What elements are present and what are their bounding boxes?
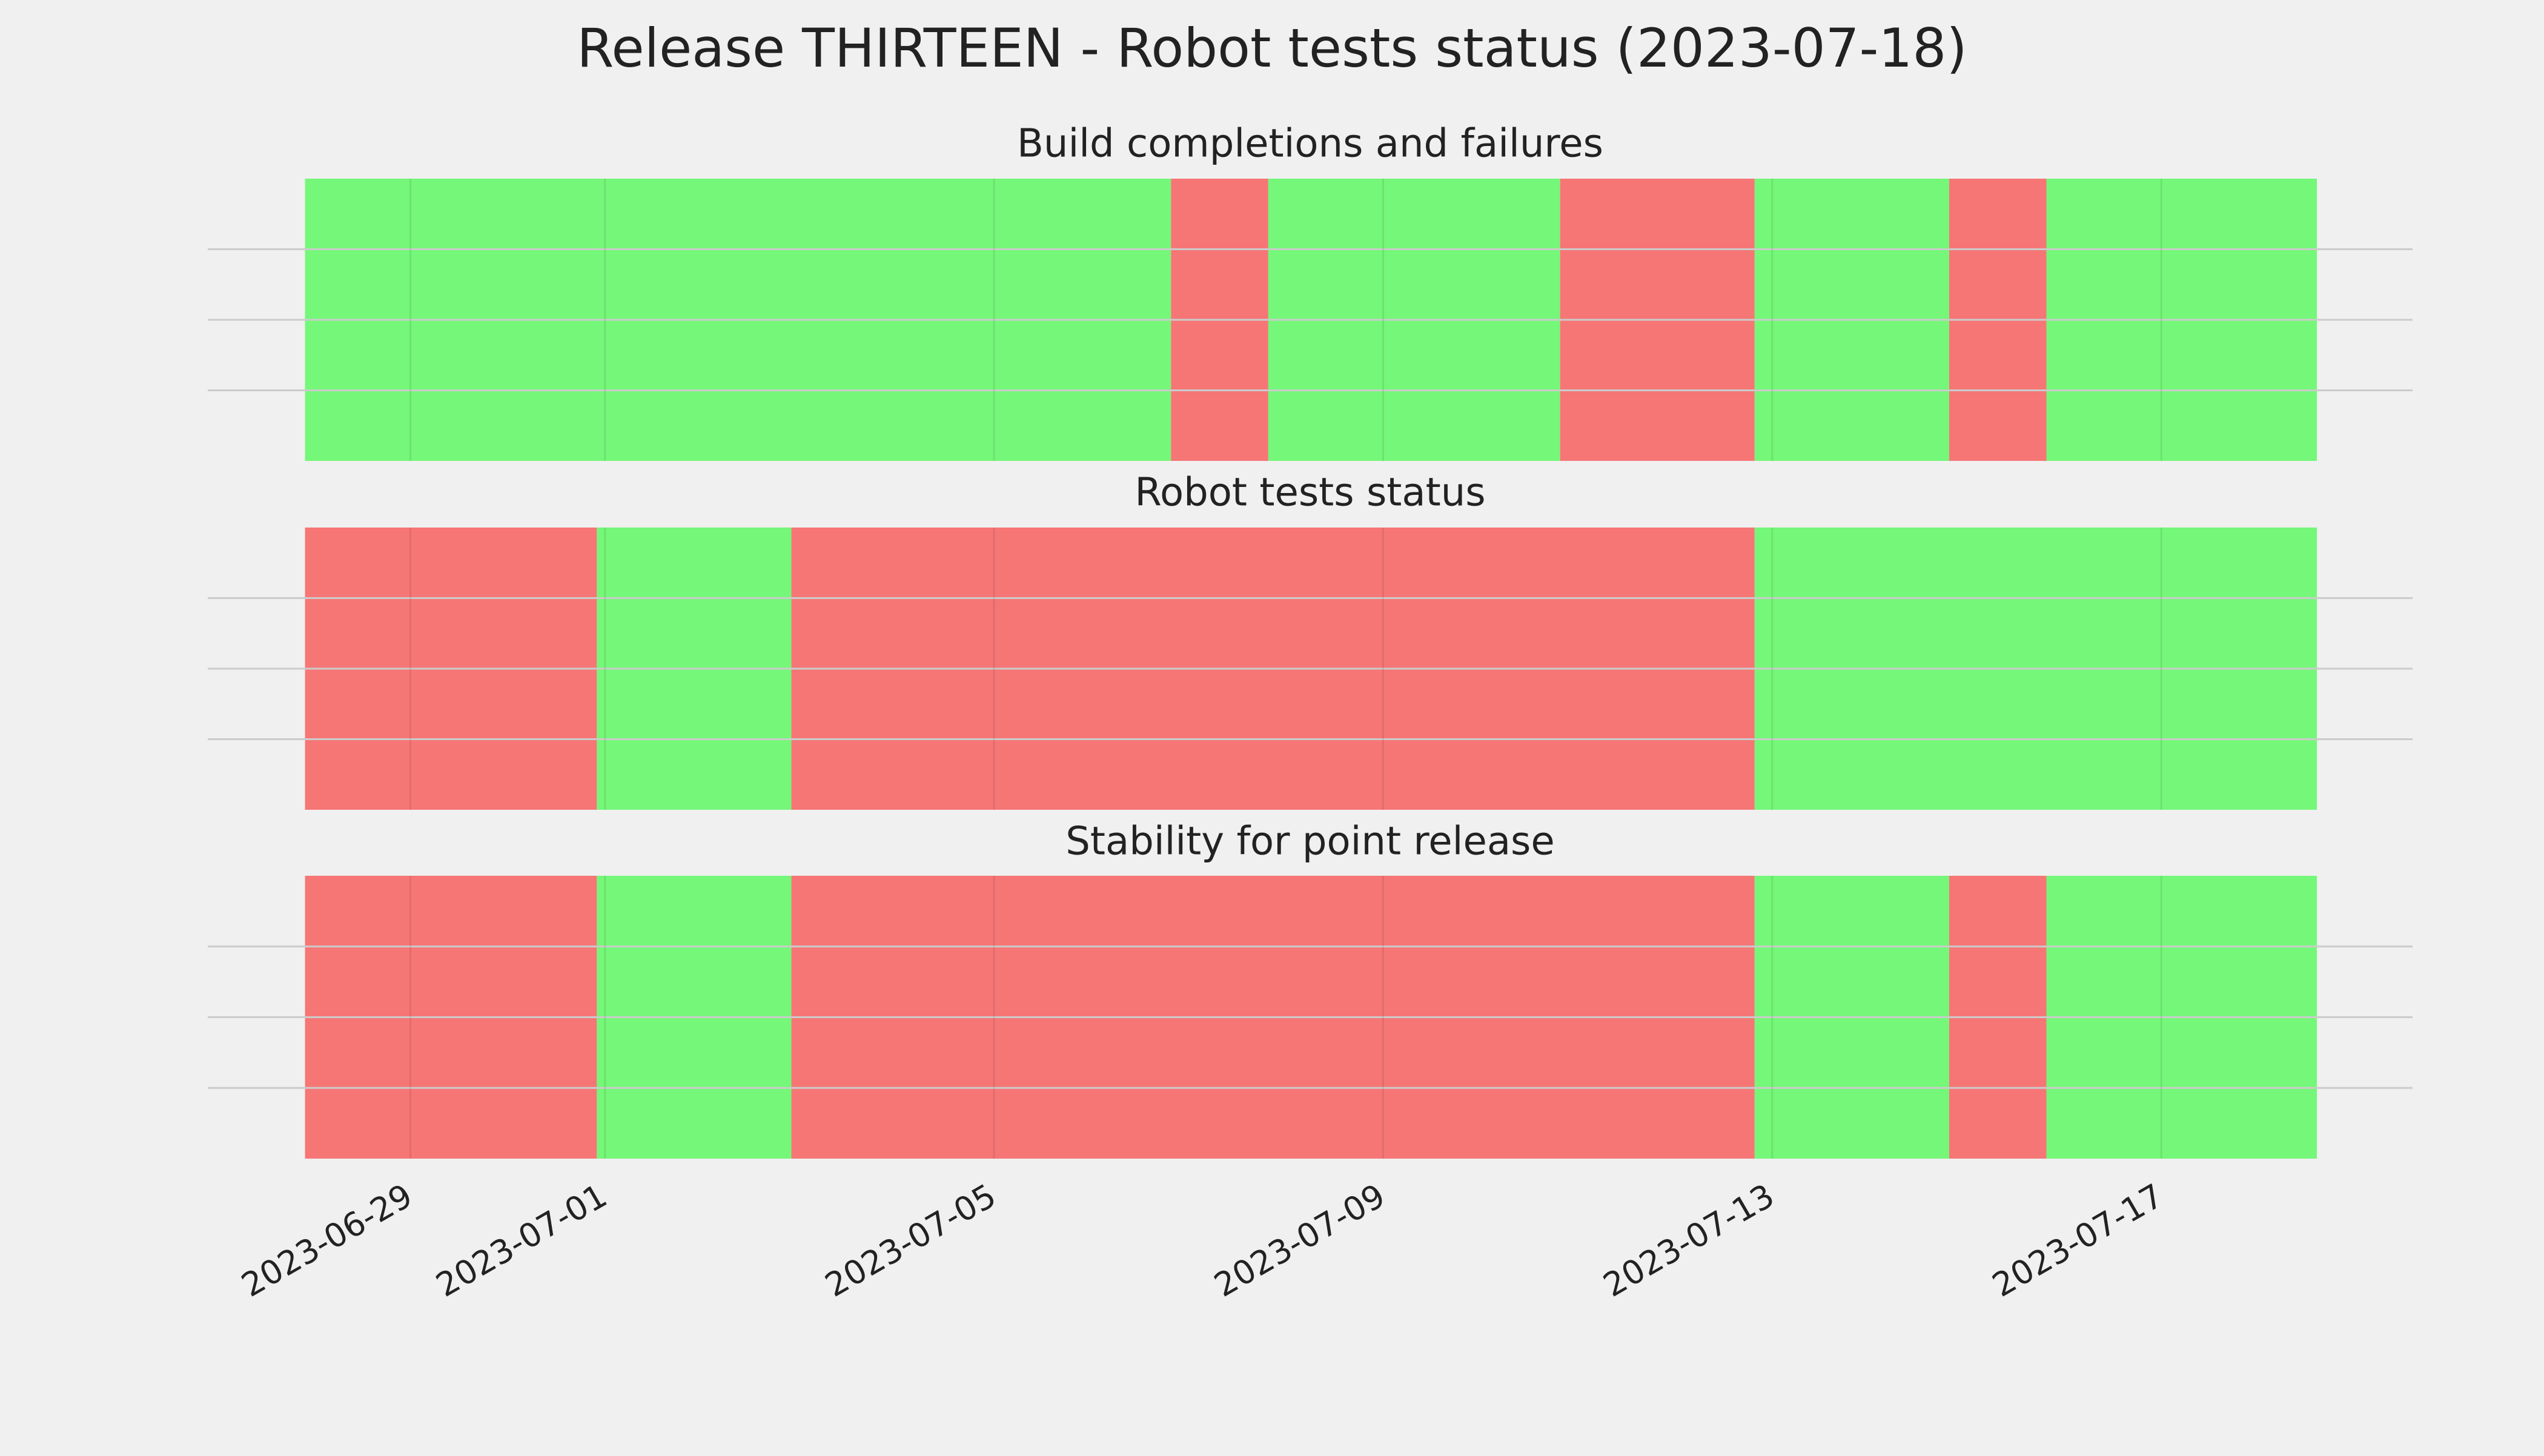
subplot-title: Build completions and failures [1017,122,1603,167]
subplot-title: Stability for point release [1065,819,1555,864]
chart-title: Release THIRTEEN - Robot tests status (2… [577,17,1967,79]
subplot-title: Robot tests status [1135,471,1485,515]
